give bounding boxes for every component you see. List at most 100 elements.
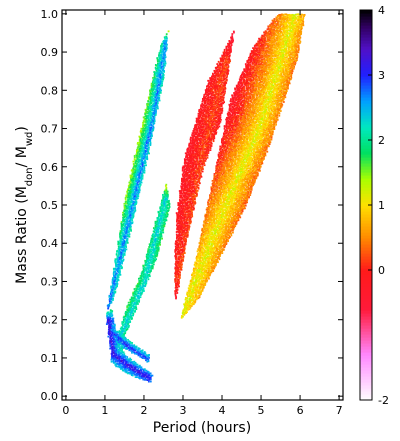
heat-cell — [276, 103, 279, 106]
heat-cell — [197, 249, 200, 251]
heat-cell — [204, 230, 207, 233]
heat-cell — [281, 40, 284, 43]
heat-cell — [233, 168, 235, 171]
heat-cell — [216, 199, 219, 202]
heat-cell — [208, 262, 211, 265]
heat-cell — [240, 119, 242, 122]
heat-cell — [262, 145, 264, 148]
heat-cell — [236, 131, 238, 133]
heat-cell — [240, 198, 243, 201]
heat-cell — [196, 285, 199, 288]
heat-cell — [293, 21, 295, 24]
heat-cell — [241, 130, 244, 133]
heat-cell — [232, 99, 234, 102]
heat-cell — [229, 125, 232, 127]
heat-cell — [276, 86, 279, 89]
heat-cell — [221, 223, 224, 226]
heat-cell — [248, 150, 250, 152]
heat-cell — [224, 171, 227, 174]
heat-cell — [220, 156, 223, 159]
heat-cell — [206, 222, 209, 225]
heat-cell — [205, 229, 207, 232]
heat-cell — [279, 96, 282, 99]
heat-cell — [217, 248, 220, 251]
heat-cell — [210, 233, 213, 236]
heat-cell — [224, 231, 227, 234]
heat-cell — [256, 94, 259, 97]
heat-cell — [240, 118, 243, 121]
heat-cell — [273, 45, 276, 47]
heat-cell — [231, 126, 234, 129]
heat-cell — [228, 191, 231, 193]
heat-cell — [267, 34, 270, 37]
heat-cell — [235, 178, 237, 181]
heat-cell — [261, 154, 264, 157]
heat-cell — [281, 71, 284, 74]
heat-cell — [285, 61, 288, 64]
heat-cell — [266, 141, 269, 144]
heat-cell — [270, 81, 273, 84]
heat-cell — [271, 40, 274, 43]
heat-cell — [268, 129, 271, 132]
heat-cell — [246, 69, 249, 71]
heat-cell — [195, 262, 198, 265]
heat-cell — [229, 115, 232, 118]
heat-cell — [257, 91, 260, 94]
heat-cell — [277, 41, 279, 43]
heat-cell — [294, 63, 296, 66]
heat-cell — [246, 96, 249, 99]
heat-cell — [263, 54, 265, 57]
heat-cell — [223, 174, 225, 177]
heat-cell — [229, 186, 231, 189]
heat-cell — [247, 90, 250, 92]
heat-cell — [239, 182, 242, 185]
heat-cell — [266, 57, 269, 60]
heat-cell — [247, 58, 250, 61]
heat-cell — [196, 295, 199, 298]
heat-cell — [279, 105, 282, 108]
heat-cell — [267, 64, 270, 67]
heat-cell — [293, 60, 296, 63]
heat-cell — [201, 240, 204, 243]
heat-cell — [225, 126, 228, 128]
heat-cell — [254, 141, 256, 143]
heat-cell — [219, 246, 221, 249]
heat-cell — [238, 200, 241, 202]
heat-cell — [270, 126, 273, 128]
heat-cell — [265, 148, 268, 151]
heat-cell — [240, 73, 243, 76]
heat-cell — [204, 266, 207, 269]
heat-cell — [277, 43, 279, 46]
heat-cell — [242, 125, 245, 128]
heat-cell — [241, 156, 244, 159]
heat-cell — [264, 126, 267, 128]
heat-cell — [288, 44, 291, 46]
heat-cell — [248, 144, 251, 147]
heat-cell — [240, 173, 243, 175]
heat-cell — [263, 33, 266, 36]
heat-cell — [276, 87, 279, 90]
heat-cell — [245, 102, 247, 104]
heat-cell — [248, 95, 251, 98]
heat-cell — [265, 65, 267, 68]
heat-cell — [193, 263, 196, 266]
heat-cell — [226, 218, 229, 221]
heat-cell — [267, 90, 270, 93]
heat-cell — [262, 77, 265, 80]
heat-cell — [225, 121, 228, 124]
heat-cell — [214, 205, 217, 208]
heat-cell — [236, 120, 239, 123]
heat-cell — [213, 228, 216, 230]
heat-cell — [188, 303, 190, 305]
heat-cell — [260, 139, 263, 142]
heat-cell — [225, 215, 228, 218]
heat-cell — [222, 150, 224, 153]
heat-cell — [275, 78, 278, 81]
heat-cell — [251, 72, 254, 74]
heat-cell — [192, 281, 194, 283]
heat-cell — [255, 132, 258, 135]
heat-cell — [249, 96, 252, 99]
heat-cell — [287, 74, 289, 77]
heat-cell — [279, 107, 282, 110]
heat-cell — [268, 64, 271, 67]
